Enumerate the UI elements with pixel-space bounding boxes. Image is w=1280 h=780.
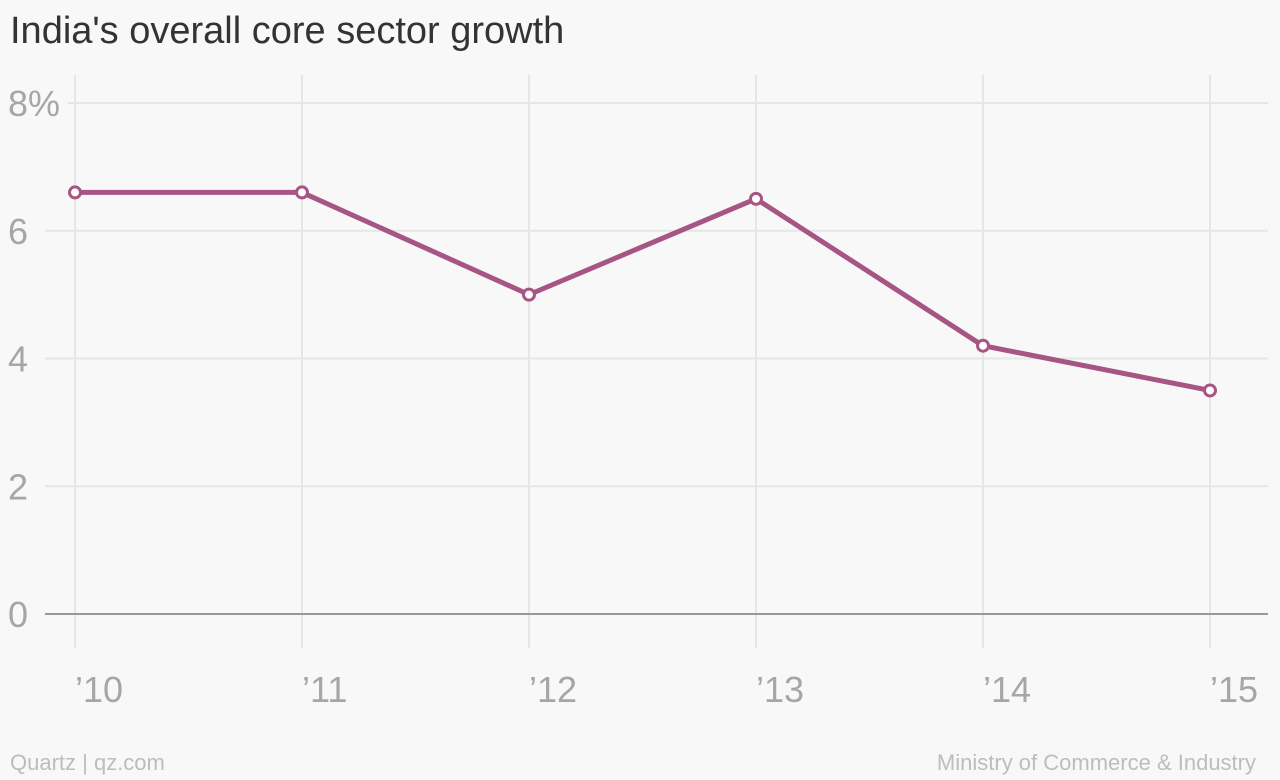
tick-labels: 0 2 4 6 8% ’10 ’11 ’12 ’13 ’14 ’15: [6, 81, 1258, 710]
data-point: [295, 185, 309, 200]
y-tick-label-bg: [6, 336, 34, 381]
y-tick-label: 4: [8, 339, 28, 380]
chart-title: India's overall core sector growth: [10, 10, 565, 52]
series-line: [72, 189, 1213, 393]
x-tick-label: ’15: [1210, 669, 1258, 710]
series: [68, 185, 1217, 398]
x-tick-label: ’12: [529, 669, 577, 710]
x-tick-label: ’13: [756, 669, 804, 710]
y-tick-label: 0: [8, 594, 28, 635]
y-tick-label: 2: [8, 466, 28, 507]
data-point: [1203, 383, 1217, 398]
y-tick-label-bg: [6, 208, 34, 253]
footer-source-left: Quartz | qz.com: [10, 750, 165, 775]
x-tick-label: ’14: [983, 669, 1031, 710]
y-tick-label-bg: [6, 81, 68, 125]
y-tick-label-bg: [6, 592, 34, 636]
y-tick-label-bg: [6, 464, 34, 509]
data-point: [749, 191, 763, 206]
data-point: [68, 185, 82, 200]
y-tick-label: 8%: [8, 83, 60, 124]
data-point: [522, 287, 536, 302]
footer-source-right: Ministry of Commerce & Industry: [936, 750, 1256, 775]
gridlines: [45, 75, 1268, 648]
y-tick-label: 6: [8, 211, 28, 252]
x-tick-label: ’10: [75, 669, 123, 710]
x-tick-label: ’11: [302, 669, 347, 710]
data-point: [976, 338, 990, 353]
